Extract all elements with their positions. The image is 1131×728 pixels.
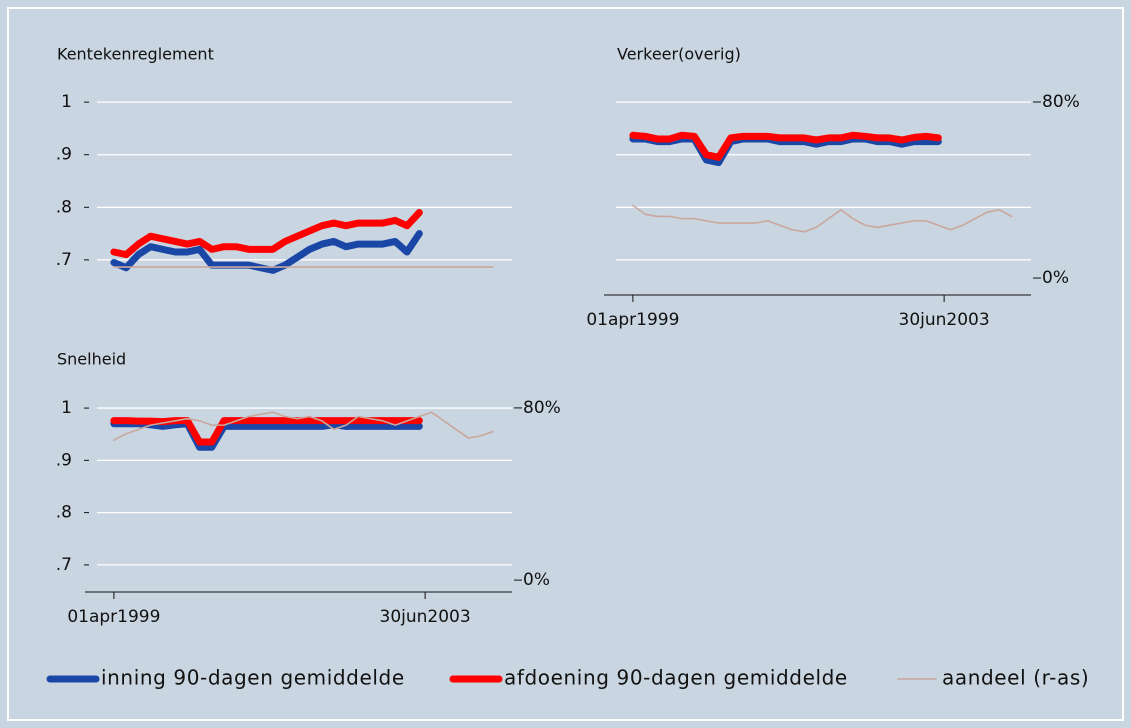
y-tick-label: .8: [56, 503, 72, 523]
legend-label: inning 90-dagen gemiddelde: [101, 666, 405, 690]
panel-title: Kentekenreglement: [57, 45, 214, 64]
y-tick-label: .9: [56, 450, 72, 470]
y-tick-label: 1: [61, 92, 72, 112]
y-tick-label: .7: [56, 555, 72, 575]
x-tick-label: 30jun2003: [899, 310, 990, 330]
panel-title: Snelheid: [57, 350, 126, 369]
y-tick-label: .9: [56, 145, 72, 165]
y-tick-label: .7: [56, 250, 72, 270]
series-line: [110, 209, 423, 259]
x-tick-label: 30jun2003: [380, 607, 471, 627]
series-line: [632, 204, 1013, 233]
x-tick-label: 01apr1999: [586, 310, 679, 330]
legend-label: afdoening 90-dagen gemiddelde: [504, 666, 848, 690]
y2-tick-label: 0%: [1042, 268, 1069, 288]
y-tick-label: 1: [61, 398, 72, 418]
panel-title: Verkeer(overig): [617, 45, 741, 64]
series-line: [110, 417, 423, 446]
legend-label: aandeel (r-as): [942, 666, 1089, 690]
y2-tick-label: 0%: [523, 570, 550, 590]
x-tick-label: 01apr1999: [67, 607, 160, 627]
y-tick-label: .8: [56, 197, 72, 217]
y2-tick-label: 80%: [523, 398, 561, 418]
series-line: [113, 411, 494, 441]
series-line: [110, 230, 423, 274]
series-line: [110, 420, 423, 451]
y2-tick-label: 80%: [1042, 92, 1080, 112]
series-line: [629, 131, 942, 161]
frame: [7, 7, 1124, 721]
